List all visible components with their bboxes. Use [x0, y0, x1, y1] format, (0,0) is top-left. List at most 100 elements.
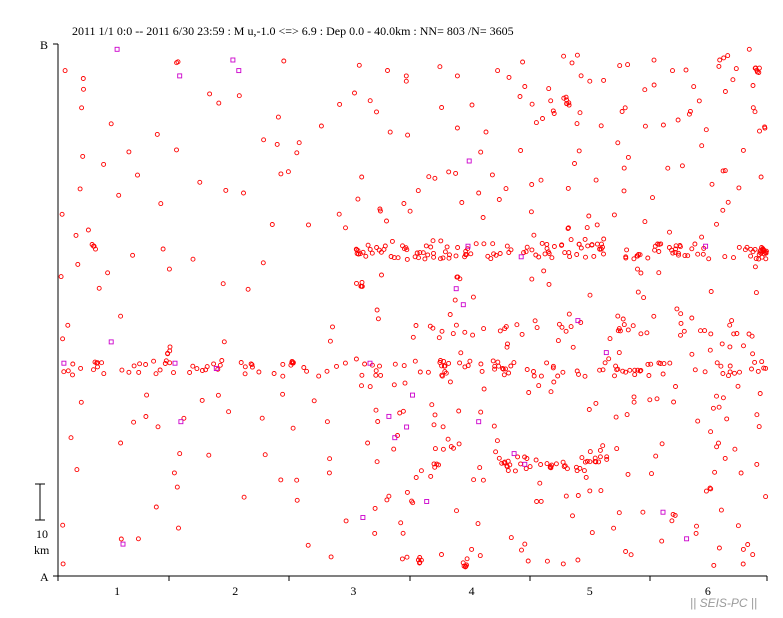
x-tick-label: 6 [705, 584, 711, 598]
event-marker [77, 186, 83, 192]
event-marker [746, 331, 752, 337]
event-marker [356, 251, 361, 257]
x-axis-ticks: 1 2 3 4 5 6 [57, 576, 768, 598]
event-marker [667, 229, 672, 235]
event-marker [562, 250, 568, 256]
event-marker [656, 270, 662, 276]
event-marker [569, 60, 575, 66]
event-marker [761, 365, 767, 371]
event-marker [278, 171, 284, 177]
event-marker [561, 53, 567, 59]
event-marker [328, 554, 334, 560]
event-marker [566, 311, 572, 317]
event-marker [438, 238, 444, 244]
event-marker [197, 179, 203, 185]
event-marker [452, 297, 458, 303]
event-marker [678, 320, 684, 326]
event-marker [538, 462, 544, 467]
event-marker [428, 244, 434, 250]
event-marker [718, 507, 724, 513]
event-marker [499, 460, 505, 466]
event-marker [504, 464, 510, 470]
event-marker [497, 328, 503, 334]
event-marker [560, 561, 566, 567]
event-marker [612, 373, 617, 379]
event-marker [598, 488, 604, 494]
event-marker [144, 392, 150, 398]
event-marker [162, 361, 168, 366]
event-marker [294, 497, 300, 503]
event-marker [473, 241, 479, 247]
event-marker [620, 316, 626, 322]
highlight-marker [360, 515, 366, 520]
event-marker [269, 222, 275, 227]
event-marker [600, 443, 606, 449]
event-marker [330, 324, 335, 330]
event-marker [377, 363, 382, 369]
event-marker [714, 360, 720, 366]
event-marker [625, 327, 631, 333]
event-marker [572, 161, 577, 166]
event-marker [597, 367, 603, 373]
event-marker [99, 360, 105, 366]
event-marker [217, 362, 223, 368]
event-marker [491, 251, 497, 257]
event-marker [256, 369, 262, 375]
event-marker [566, 250, 572, 256]
event-marker [616, 510, 622, 516]
event-marker [566, 225, 571, 231]
event-marker [756, 70, 762, 75]
event-marker [454, 73, 460, 79]
event-marker [716, 440, 721, 446]
event-marker [438, 256, 443, 262]
event-marker [500, 366, 506, 371]
event-marker [678, 311, 684, 317]
event-marker [694, 523, 699, 529]
event-marker [757, 249, 763, 255]
event-marker [404, 489, 410, 495]
chart-title: 2011 1/1 0:0 -- 2011 6/30 23:59 : M u,-1… [72, 24, 514, 38]
event-marker [533, 120, 539, 126]
profile-end-a-label: A [40, 570, 49, 584]
event-marker [594, 222, 600, 228]
event-marker [531, 373, 537, 379]
event-marker [631, 394, 637, 400]
event-marker [485, 253, 491, 259]
event-marker [756, 252, 762, 258]
event-marker [453, 253, 459, 259]
event-marker [401, 201, 407, 206]
event-marker [207, 91, 213, 97]
event-marker [181, 415, 187, 421]
event-marker [503, 324, 509, 330]
event-marker [131, 419, 137, 425]
event-marker [468, 251, 474, 257]
event-marker [597, 447, 603, 453]
event-marker [316, 373, 322, 379]
event-marker [478, 409, 484, 415]
event-marker [645, 361, 651, 367]
event-marker [735, 523, 741, 529]
event-marker [582, 373, 588, 379]
event-marker [575, 493, 581, 498]
event-marker [470, 332, 476, 338]
event-marker [362, 361, 368, 367]
event-marker [400, 408, 406, 414]
event-marker [360, 249, 366, 255]
event-marker [576, 148, 582, 154]
event-marker [413, 323, 419, 328]
event-marker [171, 470, 177, 476]
event-marker [410, 500, 416, 506]
event-marker [675, 117, 681, 123]
event-marker [439, 105, 445, 110]
event-marker [617, 328, 623, 334]
event-marker [359, 174, 365, 180]
event-marker [402, 380, 408, 386]
event-marker [462, 329, 468, 335]
event-marker [708, 429, 714, 435]
event-marker [431, 422, 437, 428]
event-marker [522, 84, 528, 89]
event-marker [651, 82, 657, 88]
event-marker [367, 246, 373, 252]
event-marker [471, 477, 477, 483]
